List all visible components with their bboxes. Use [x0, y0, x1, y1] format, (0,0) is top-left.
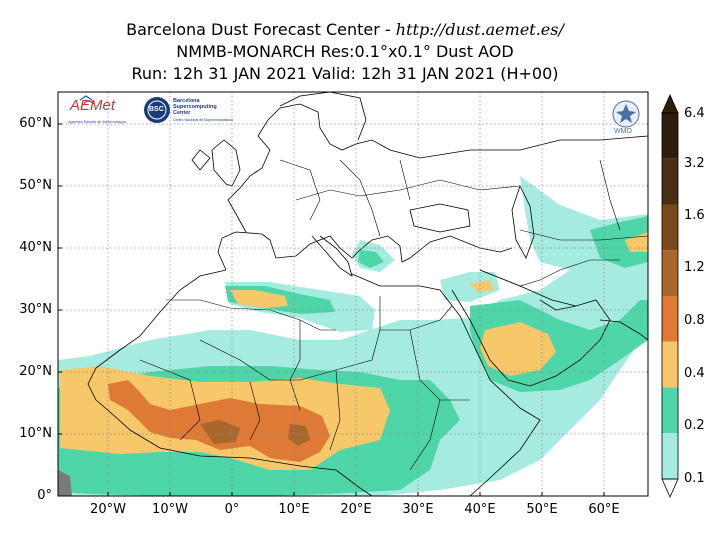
colorbar-label-0-1: 0.1 [684, 471, 705, 486]
title-prefix: Barcelona Dust Forecast Center - [126, 20, 396, 39]
colorbar-label-3-2: 3.2 [684, 156, 705, 171]
lat-label-0: 0° [37, 488, 52, 503]
colorbar-segment [662, 204, 678, 251]
lat-label-30n: 30°N [19, 302, 52, 317]
colorbar-label-6-4: 6.4 [684, 106, 705, 121]
bsc-logo [144, 97, 170, 123]
colorbar-label-0-8: 0.8 [684, 313, 705, 328]
lat-label-60n: 60°N [19, 116, 52, 131]
colorbar-frame [661, 112, 679, 480]
model-info: NMMB-MONARCH Res:0.1°x0.1° Dust AOD [176, 42, 514, 61]
colorbar-segment [662, 113, 678, 159]
colorbar-segment [662, 433, 678, 479]
colorbar-segment [662, 387, 678, 434]
colorbar-segment [662, 158, 678, 205]
axis-ticks [58, 123, 605, 496]
aemet-logo-text: AEMet [70, 97, 116, 114]
lon-label-30e: 30°E [402, 502, 434, 517]
lat-label-40n: 40°N [19, 240, 52, 255]
colorbar-label-1-6: 1.6 [684, 208, 705, 223]
map-border [57, 91, 649, 497]
lon-label-40e: 40°E [464, 502, 496, 517]
map-layers [58, 92, 648, 496]
colorbar-min-arrow [661, 478, 679, 498]
colorbar-segment [662, 341, 678, 388]
lat-label-10n: 10°N [19, 426, 52, 441]
colorbar-label-0-4: 0.4 [684, 366, 705, 381]
run-info: Run: 12h 31 JAN 2021 Valid: 12h 31 JAN 2… [131, 64, 559, 83]
lon-label-0: 0° [224, 502, 240, 517]
lon-label-20w: 20°W [90, 502, 126, 517]
lon-label-60e: 60°E [588, 502, 620, 517]
colorbar-label-0-2: 0.2 [684, 418, 705, 433]
bsc-logo-text: BSC [149, 106, 164, 113]
aemet-logo [79, 95, 95, 105]
colorbar-max-arrow [661, 94, 679, 114]
lat-label-20n: 20°N [19, 364, 52, 379]
aemet-logo-subtext: Agencia Estatal de Meteorología [68, 119, 126, 124]
lon-label-50e: 50°E [526, 502, 558, 517]
lat-label-50n: 50°N [19, 178, 52, 193]
colorbar-label-1-2: 1.2 [684, 260, 705, 275]
bsc-logo-subtext: Centro Nacional de Supercomputación [173, 118, 234, 122]
map-title: Barcelona Dust Forecast Center - http://… [0, 20, 690, 39]
colorbar-segment [662, 296, 678, 342]
graticule [58, 92, 648, 496]
colorbar [661, 94, 679, 498]
lon-label-20e: 20°E [340, 502, 372, 517]
lon-label-10e: 10°E [278, 502, 310, 517]
coastlines [87, 92, 648, 496]
wmo-logo-text: WMO [614, 128, 632, 135]
wmo-logo [612, 100, 640, 128]
bsc-logo-name: Barcelona Supercomputing Center [173, 98, 217, 116]
lon-label-10w: 10°W [152, 502, 188, 517]
dust-field [58, 176, 648, 496]
title-url: http://dust.aemet.es/ [395, 20, 564, 39]
colorbar-segment [662, 250, 678, 296]
